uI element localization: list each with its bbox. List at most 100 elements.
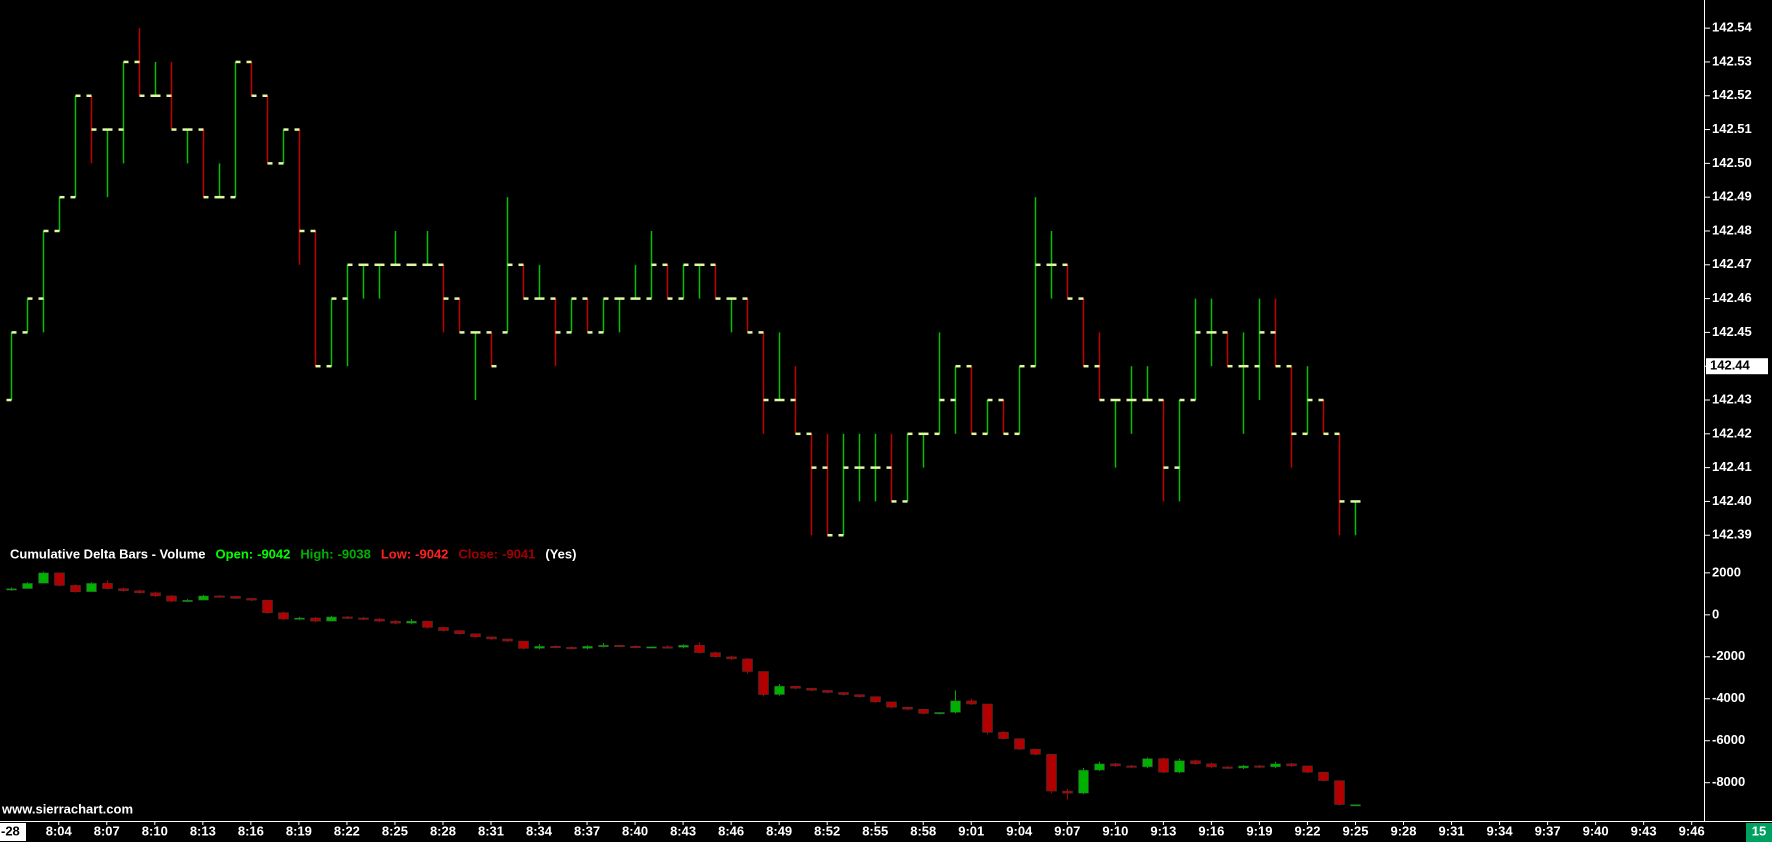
candle-body [486, 636, 497, 640]
candle-body [294, 617, 305, 620]
candle-body [1062, 790, 1073, 794]
candle-body [1142, 758, 1153, 768]
x-tick-label: 9:46 [1679, 823, 1705, 838]
candle-body [150, 592, 161, 597]
candle-body [1030, 748, 1041, 755]
pane-legend: -9041 [502, 546, 535, 561]
candle-body [982, 703, 993, 733]
x-tick-label: 9:22 [1294, 823, 1320, 838]
candle-body [70, 585, 81, 592]
x-tick-label: 8:22 [334, 823, 360, 838]
pane-legend: High: [300, 546, 333, 561]
candle-body [1126, 765, 1137, 768]
x-tick-label: 8:43 [670, 823, 696, 838]
pane-legend: -9042 [415, 546, 448, 561]
candle-body [998, 732, 1009, 739]
pane-legend: -9042 [257, 546, 290, 561]
y-tick-label: 142.43 [1712, 391, 1752, 406]
x-tick-label: 9:13 [1150, 823, 1176, 838]
x-tick-label: 8:55 [862, 823, 888, 838]
candle-body [966, 700, 977, 705]
candle-body [182, 599, 193, 602]
candle-body [134, 590, 145, 594]
candle-body [566, 647, 577, 650]
y-tick-label: 142.45 [1712, 324, 1752, 339]
candle-body [742, 658, 753, 672]
candle-body [198, 595, 209, 601]
y-tick-label: -8000 [1712, 774, 1745, 789]
pane-legend: Cumulative Delta Bars - Volume [10, 546, 206, 561]
candle-body [1350, 804, 1361, 807]
x-tick-label: 8:04 [46, 823, 73, 838]
candle-body [902, 706, 913, 710]
candle-body [438, 627, 449, 631]
x-tick-label: 9:19 [1246, 823, 1272, 838]
candle-body [454, 630, 465, 634]
x-tick-label: 9:10 [1102, 823, 1128, 838]
y-tick-label: -4000 [1712, 690, 1745, 705]
candle-body [278, 612, 289, 620]
y-tick-label: 142.50 [1712, 155, 1752, 170]
candle-body [1286, 763, 1297, 767]
candle-body [342, 616, 353, 619]
candle-body [870, 696, 881, 703]
candle-body [758, 671, 769, 695]
y-tick-label: 142.54 [1712, 20, 1753, 35]
candle-body [646, 646, 657, 649]
candle-body [710, 652, 721, 658]
candle-body [1238, 765, 1249, 769]
candle-body [374, 618, 385, 622]
candle-body [502, 638, 513, 642]
y-tick-label: 142.41 [1712, 459, 1752, 474]
candle-body [358, 617, 369, 620]
pane-legend: Open: [216, 546, 254, 561]
candle-body [726, 656, 737, 660]
x-tick-label: 9:25 [1342, 823, 1368, 838]
y-tick-label: 142.40 [1712, 493, 1752, 508]
candle-body [598, 645, 609, 648]
pane-legend: -9038 [338, 546, 371, 561]
candle-body [326, 616, 337, 622]
candle-body [166, 595, 177, 602]
candle-body [1174, 760, 1185, 773]
y-tick-label: 142.47 [1712, 256, 1752, 271]
candle-body [246, 598, 257, 601]
x-tick-label: 8:52 [814, 823, 840, 838]
candle-body [214, 595, 225, 598]
candle-body [630, 646, 641, 649]
y-tick-label: 142.46 [1712, 290, 1752, 305]
candle-body [422, 620, 433, 628]
candle-body [534, 646, 545, 649]
y-tick-label: 142.53 [1712, 53, 1752, 68]
y-tick-label: 142.49 [1712, 189, 1752, 204]
x-tick-label: 8:37 [574, 823, 600, 838]
candle-body [934, 712, 945, 715]
candle-body [54, 572, 65, 586]
x-start-box [0, 823, 26, 841]
candle-body [1302, 765, 1313, 773]
x-tick-label: 9:01 [958, 823, 984, 838]
x-tick-label: 9:16 [1198, 823, 1224, 838]
y-tick-label: 142.39 [1712, 527, 1752, 542]
candle-body [950, 700, 961, 713]
candle-body [1158, 758, 1169, 773]
candle-body [678, 645, 689, 648]
x-tick-label: 8:58 [910, 823, 936, 838]
candle-body [1014, 738, 1025, 750]
x-tick-label: 9:07 [1054, 823, 1080, 838]
candle-body [22, 583, 33, 589]
candle-body [790, 685, 801, 689]
pane-legend: Close: [458, 546, 498, 561]
x-tick-label: 8:10 [142, 823, 168, 838]
x-tick-label: 9:04 [1006, 823, 1033, 838]
candle-body [390, 620, 401, 624]
candle-body [1110, 763, 1121, 767]
candle-body [1190, 760, 1201, 765]
candle-body [886, 701, 897, 708]
candle-body [38, 572, 49, 584]
x-tick-label: 8:49 [766, 823, 792, 838]
candle-body [614, 645, 625, 648]
